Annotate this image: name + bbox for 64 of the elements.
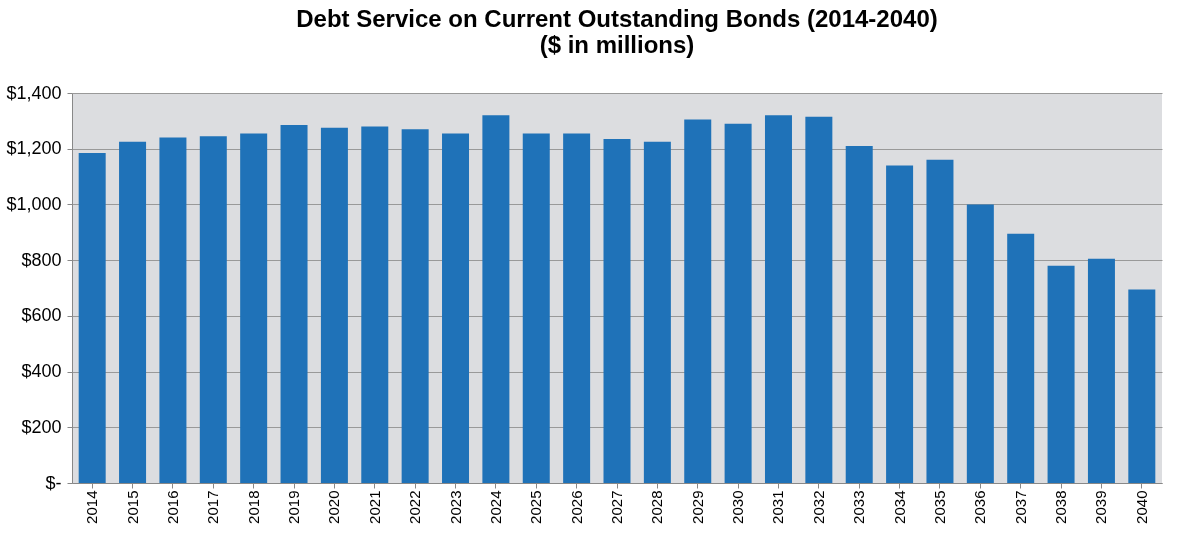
x-tick-label: 2015 [123, 490, 141, 524]
y-tick-label: $600 [21, 305, 62, 326]
text: ($ in millions) [539, 31, 695, 58]
bar [240, 133, 268, 483]
bar [1128, 289, 1156, 483]
bar [401, 129, 429, 483]
x-tick-label: 2029 [688, 490, 706, 524]
x-tick-label: 2019 [285, 490, 303, 524]
bar [1007, 233, 1035, 483]
bar [1047, 265, 1075, 483]
x-tick-label: 2031 [769, 490, 787, 524]
bar [926, 159, 954, 483]
x-tick-label: 2025 [527, 490, 545, 524]
bar [724, 123, 752, 483]
bar [280, 125, 308, 483]
y-tick-label: $- [45, 472, 62, 493]
x-tick-label: 2036 [971, 490, 989, 524]
x-tick-label: 2037 [1011, 490, 1029, 524]
bar [361, 126, 389, 483]
x-tick-label: 2023 [446, 490, 464, 524]
x-tick-label: 2014 [83, 490, 101, 524]
x-tick-label: 2024 [486, 490, 504, 524]
text: Debt Service on Current Outstanding Bonds (2014-2040) [296, 5, 938, 32]
bar [805, 116, 833, 483]
x-tick-label: 2028 [648, 490, 666, 524]
x-tick-label: 2021 [365, 490, 383, 524]
x-tick-label: 2034 [890, 490, 908, 524]
bar [643, 141, 671, 483]
bar [845, 145, 873, 483]
x-tick-label: 2038 [1052, 490, 1070, 524]
bar [442, 133, 470, 483]
y-tick-label: $1,000 [6, 193, 62, 214]
bar [199, 136, 227, 483]
x-tick-label: 2017 [204, 490, 222, 524]
x-tick-label: 2032 [809, 490, 827, 524]
bar [603, 138, 631, 483]
bar [764, 115, 792, 483]
x-tick-label: 2040 [1132, 490, 1150, 524]
x-tick-label: 2016 [163, 490, 181, 524]
bar [78, 152, 106, 483]
x-tick-label: 2018 [244, 490, 262, 524]
bar [966, 204, 994, 483]
x-tick-label: 2035 [930, 490, 948, 524]
bar [119, 141, 147, 483]
bar [684, 119, 712, 483]
y-tick-label: $1,400 [6, 82, 62, 103]
x-tick-label: 2026 [567, 490, 585, 524]
y-tick-label: $1,200 [6, 138, 62, 159]
bar [159, 137, 187, 483]
x-tick-label: 2030 [729, 490, 747, 524]
x-tick-label: 2020 [325, 490, 343, 524]
bar [886, 165, 914, 483]
x-tick-label: 2033 [850, 490, 868, 524]
y-tick-label: $400 [21, 361, 62, 382]
bar [482, 115, 510, 483]
x-tick-label: 2039 [1092, 490, 1110, 524]
bar [563, 133, 591, 483]
x-tick-label: 2027 [608, 490, 625, 524]
bar [1087, 258, 1115, 483]
bar [320, 127, 348, 483]
y-tick-label: $200 [21, 416, 62, 437]
bar [522, 133, 550, 483]
y-tick-label: $800 [21, 249, 62, 270]
x-tick-label: 2022 [406, 490, 424, 524]
